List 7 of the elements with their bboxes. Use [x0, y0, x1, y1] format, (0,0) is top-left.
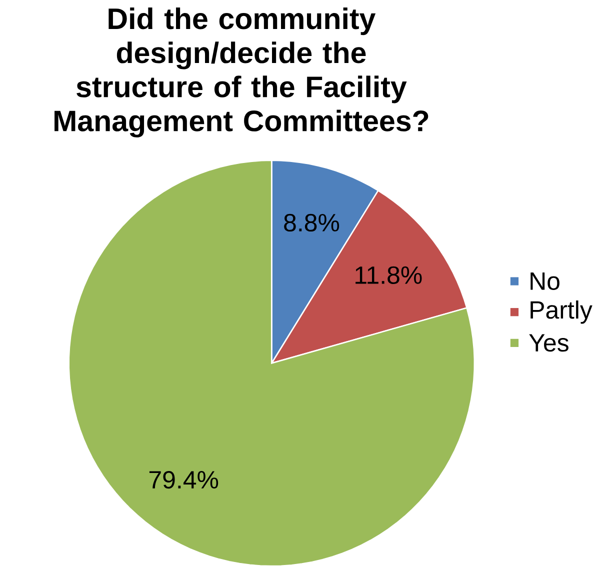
legend-label: Yes — [529, 334, 568, 352]
data-label: 79.4% — [149, 471, 218, 489]
data-label: 8.8% — [284, 214, 340, 232]
chart-title: Did the community design/decide the structure of the Facility Management Committees? — [54, 8, 428, 138]
legend-label: No — [530, 272, 560, 290]
data-label: 11.8% — [356, 266, 422, 284]
legend-label: Partly — [530, 300, 592, 324]
